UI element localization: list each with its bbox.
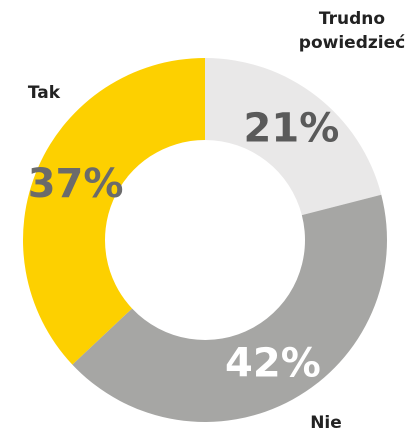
category-label-line: Tak	[28, 83, 61, 103]
value-label-1: 42%	[225, 341, 321, 387]
slice-2	[23, 57, 205, 365]
category-label-line: Nie	[310, 413, 342, 433]
category-labels-group: Trudno powiedzieć Nie Tak	[28, 9, 405, 433]
slice-1	[72, 194, 388, 422]
value-labels-group: 21% 42% 37%	[28, 106, 340, 387]
value-label-2: 37%	[28, 161, 124, 207]
category-label-line: Trudno	[319, 9, 385, 29]
slice-0	[205, 58, 382, 216]
slices-group	[23, 57, 388, 422]
category-label-1: Nie	[310, 413, 342, 433]
category-label-2: Tak	[28, 83, 61, 103]
category-label-line: powiedzieć	[299, 33, 405, 53]
category-label-0: Trudno powiedzieć	[299, 9, 405, 53]
value-label-0: 21%	[244, 106, 340, 152]
